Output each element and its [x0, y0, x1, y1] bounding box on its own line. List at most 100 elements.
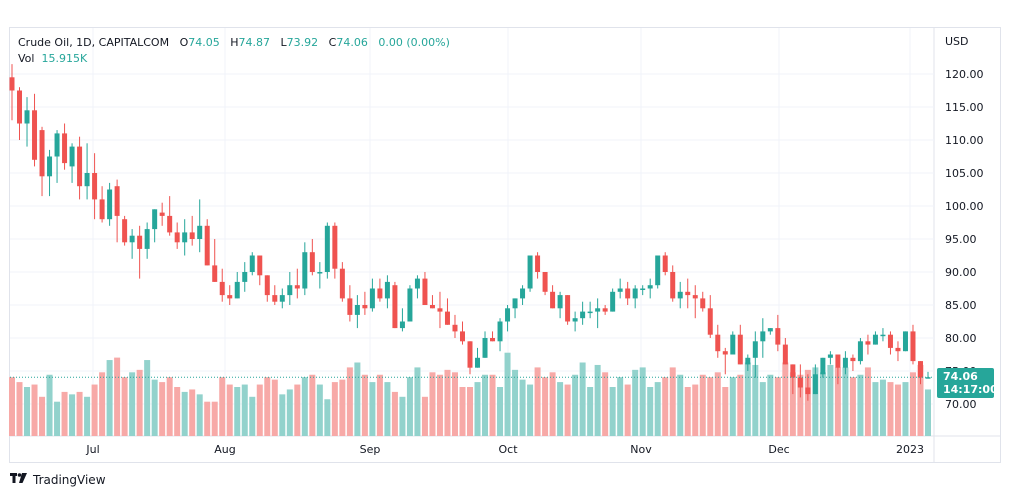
candle[interactable] — [422, 272, 428, 305]
candle[interactable] — [54, 130, 60, 183]
candle[interactable] — [317, 262, 323, 289]
candle[interactable] — [587, 301, 593, 319]
candle[interactable] — [505, 305, 511, 332]
candle[interactable] — [362, 291, 368, 315]
candle[interactable] — [527, 255, 533, 292]
candle[interactable] — [9, 64, 15, 121]
candle[interactable] — [482, 331, 488, 358]
candle[interactable] — [437, 291, 443, 329]
candle[interactable] — [159, 202, 165, 226]
candle[interactable] — [880, 328, 886, 342]
candle[interactable] — [332, 222, 338, 279]
candle[interactable] — [715, 324, 721, 358]
candle[interactable] — [272, 285, 278, 305]
legend-symbol[interactable]: Crude Oil, 1D, CAPITALCOM — [18, 36, 170, 49]
candle[interactable] — [264, 275, 270, 302]
candle[interactable] — [377, 278, 383, 302]
candle[interactable] — [452, 314, 458, 338]
candle[interactable] — [287, 272, 293, 305]
candle[interactable] — [692, 285, 698, 319]
candle[interactable] — [174, 222, 180, 249]
candle[interactable] — [752, 331, 758, 378]
candle[interactable] — [820, 357, 826, 378]
candle[interactable] — [655, 255, 661, 289]
tradingview-branding[interactable]: TradingView — [10, 472, 106, 487]
candle[interactable] — [805, 374, 811, 401]
candle[interactable] — [407, 285, 413, 322]
candle[interactable] — [279, 288, 285, 309]
candle[interactable] — [782, 338, 788, 365]
candle[interactable] — [384, 275, 390, 309]
candle[interactable] — [602, 305, 608, 315]
price-axis[interactable]: 120.00 115.00 110.00 105.00 100.00 95.00 90.00… — [945, 68, 984, 411]
candle[interactable] — [294, 268, 300, 299]
candle[interactable] — [887, 331, 893, 355]
chart-frame[interactable] — [9, 27, 1001, 463]
candle[interactable] — [324, 222, 330, 279]
candle[interactable] — [640, 285, 646, 296]
candle[interactable] — [542, 272, 548, 296]
candle[interactable] — [144, 222, 150, 259]
candle[interactable] — [39, 126, 45, 197]
candle[interactable] — [707, 295, 713, 338]
candle[interactable] — [392, 281, 398, 329]
candle[interactable] — [610, 288, 616, 312]
candle[interactable] — [595, 298, 601, 329]
candle[interactable] — [429, 295, 435, 309]
candle[interactable] — [257, 255, 263, 286]
candle[interactable] — [580, 301, 586, 325]
candle[interactable] — [827, 351, 833, 365]
candle[interactable] — [902, 331, 908, 352]
candle[interactable] — [99, 186, 105, 223]
candle[interactable] — [625, 281, 631, 305]
candle[interactable] — [467, 341, 473, 375]
candle[interactable] — [647, 278, 653, 299]
candle[interactable] — [354, 295, 360, 329]
candle[interactable] — [137, 225, 143, 279]
candle[interactable] — [122, 215, 128, 246]
candle[interactable] — [520, 285, 526, 305]
candle[interactable] — [842, 351, 848, 375]
candle[interactable] — [572, 311, 578, 332]
candle[interactable] — [775, 314, 781, 352]
candle[interactable] — [47, 149, 53, 197]
candle[interactable] — [475, 347, 481, 368]
candle[interactable] — [797, 364, 803, 398]
candle[interactable] — [167, 196, 173, 236]
candle[interactable] — [234, 272, 240, 299]
candle[interactable] — [722, 347, 728, 375]
candle[interactable] — [670, 265, 676, 302]
candle[interactable] — [850, 354, 856, 372]
candle[interactable] — [512, 298, 518, 319]
candle[interactable] — [737, 324, 743, 365]
candle[interactable] — [197, 199, 203, 253]
candle[interactable] — [730, 331, 736, 355]
candle[interactable] — [414, 275, 420, 299]
candle[interactable] — [459, 321, 465, 345]
candle[interactable] — [69, 143, 75, 183]
candle[interactable] — [535, 252, 541, 279]
candle[interactable] — [189, 215, 195, 246]
candle[interactable] — [182, 219, 188, 256]
candle[interactable] — [745, 354, 751, 372]
candle[interactable] — [114, 179, 120, 243]
candle[interactable] — [219, 268, 225, 302]
candle[interactable] — [17, 87, 23, 140]
candle[interactable] — [910, 324, 916, 365]
candle[interactable] — [444, 298, 450, 325]
candle[interactable] — [204, 219, 210, 266]
legend-vol-label[interactable]: Vol — [18, 52, 35, 65]
time-axis[interactable]: Jul Aug Sep Oct Nov Dec 2023 — [85, 443, 924, 456]
candle[interactable] — [77, 136, 83, 200]
candle[interactable] — [895, 341, 901, 362]
candle[interactable] — [550, 285, 556, 309]
candle[interactable] — [212, 239, 218, 282]
candle[interactable] — [92, 153, 98, 220]
candle[interactable] — [84, 143, 90, 200]
candle[interactable] — [565, 295, 571, 325]
candle[interactable] — [152, 209, 158, 243]
candle[interactable] — [369, 278, 375, 312]
candle[interactable] — [302, 242, 308, 296]
candle[interactable] — [685, 278, 691, 309]
